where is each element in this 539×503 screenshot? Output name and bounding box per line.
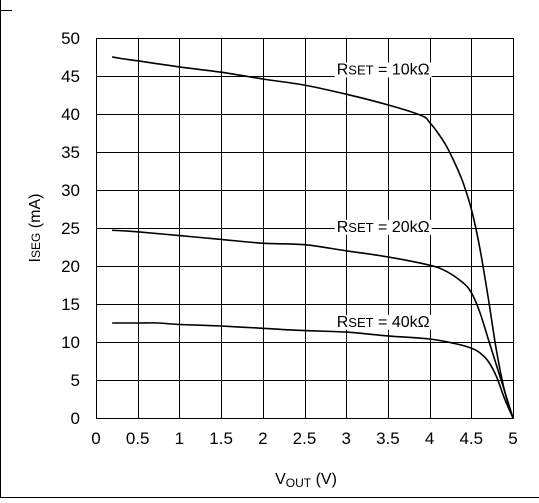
x-tick-label: 3.5 — [376, 429, 400, 448]
y-tick-label: 15 — [61, 295, 80, 314]
x-tick-label: 3 — [341, 429, 350, 448]
series-label-rset-10k: RSET = 10kΩ — [334, 61, 432, 78]
x-tick-label: 1.5 — [209, 429, 233, 448]
series-labels: RSET = 10kΩ RSET = 20kΩ RSET = 40kΩ — [334, 61, 432, 331]
series-label-rset-40k: RSET = 40kΩ — [334, 314, 432, 331]
series-label-rset-20k: RSET = 20kΩ — [334, 219, 432, 236]
x-tick-label: 1 — [175, 429, 184, 448]
x-tick-label: 2.5 — [293, 429, 317, 448]
y-tick-label: 50 — [61, 29, 80, 48]
tick-labels: 0 0.5 1 1.5 2 2.5 3 3.5 4 4.5 50510152025303540455… — [61, 29, 518, 448]
grid — [96, 38, 514, 419]
series-line-rset-20k — [111, 229, 514, 419]
x-tick-label: 5 — [508, 429, 517, 448]
svg-text:RSET = 40kΩ: RSET = 40kΩ — [337, 314, 430, 331]
series-line-rset-40k — [111, 322, 514, 419]
x-tick-label: 4 — [425, 429, 434, 448]
x-axis-label: VOUT (V) — [275, 471, 337, 490]
series — [111, 56, 514, 419]
x-tick-label: 0.5 — [126, 429, 150, 448]
y-axis-label: ISEG (mA) — [27, 194, 44, 263]
svg-text:RSET = 10kΩ: RSET = 10kΩ — [337, 61, 430, 78]
y-tick-label: 45 — [61, 67, 80, 86]
y-tick-label: 0 — [71, 409, 80, 428]
y-tick-label: 40 — [61, 105, 80, 124]
svg-text:RSET = 20kΩ: RSET = 20kΩ — [337, 219, 430, 236]
y-tick-label: 10 — [61, 333, 80, 352]
y-tick-label: 30 — [61, 181, 80, 200]
y-tick-label: 5 — [71, 371, 80, 390]
x-tick-label: 4.5 — [459, 429, 483, 448]
x-tick-label: 0 — [91, 429, 100, 448]
y-tick-label: 25 — [61, 219, 80, 238]
y-tick-label: 20 — [61, 257, 80, 276]
y-tick-label: 35 — [61, 143, 80, 162]
series-line-rset-10k — [111, 56, 514, 419]
x-tick-label: 2 — [258, 429, 267, 448]
